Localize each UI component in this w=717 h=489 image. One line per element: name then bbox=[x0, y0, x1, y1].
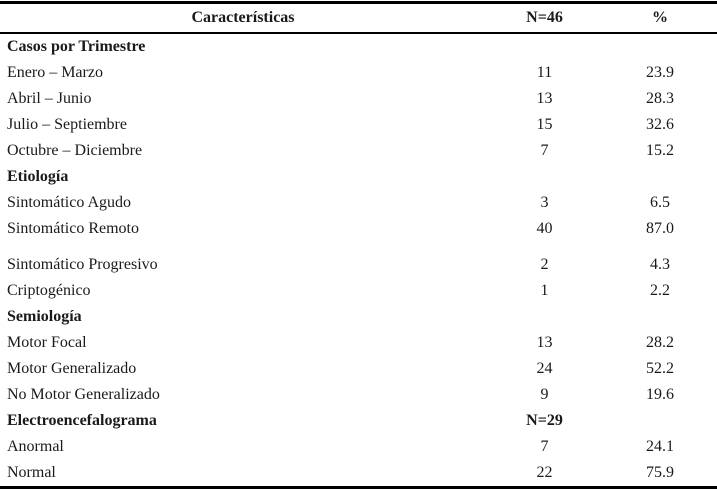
row-percent-value: 23.9 bbox=[646, 64, 674, 81]
row-percent-value: 2.2 bbox=[650, 282, 670, 299]
row-n-value bbox=[486, 33, 603, 60]
row-n-value bbox=[486, 304, 603, 330]
table-body: Casos por Trimestre Enero – Marzo 11 23.9 Ab… bbox=[0, 33, 717, 488]
table-row: Motor Generalizado 24 52.2 bbox=[0, 356, 717, 382]
row-n-value: 7 bbox=[540, 142, 549, 159]
row-n-value: N=29 bbox=[526, 412, 563, 429]
column-header-caracteristicas: Características bbox=[0, 2, 486, 34]
row-label: Octubre – Diciembre bbox=[7, 142, 143, 159]
row-n-value: 24 bbox=[536, 360, 553, 377]
section-row: Etiología bbox=[0, 164, 717, 190]
row-label: Casos por Trimestre bbox=[7, 38, 146, 55]
row-label: Electroencefalograma bbox=[7, 412, 157, 429]
table-row: Octubre – Diciembre 7 15.2 bbox=[0, 138, 717, 164]
row-label: Sintomático Progresivo bbox=[7, 256, 158, 273]
row-percent-value: 75.9 bbox=[646, 464, 674, 481]
row-n-value: 13 bbox=[536, 334, 553, 351]
row-n-value: 7 bbox=[540, 438, 549, 455]
row-label: Sintomático Agudo bbox=[7, 194, 131, 211]
row-percent-value: 52.2 bbox=[646, 360, 674, 377]
row-percent-value: 19.6 bbox=[646, 386, 674, 403]
row-percent-value bbox=[603, 33, 717, 60]
table-row: Sintomático Progresivo 2 4.3 bbox=[0, 242, 717, 278]
table-row: Sintomático Agudo 3 6.5 bbox=[0, 190, 717, 216]
row-n-value: 9 bbox=[540, 386, 549, 403]
row-percent-value: 28.2 bbox=[646, 334, 674, 351]
row-label: Anormal bbox=[7, 438, 64, 455]
column-header-percent: % bbox=[603, 2, 717, 34]
row-n-value bbox=[486, 164, 603, 190]
row-n-value: 22 bbox=[536, 464, 553, 481]
row-n-value: 15 bbox=[536, 116, 553, 133]
row-label: Normal bbox=[7, 464, 56, 481]
row-label: Julio – Septiembre bbox=[7, 116, 127, 133]
table-row: Sintomático Remoto 40 87.0 bbox=[0, 216, 717, 242]
row-percent-value: 4.3 bbox=[650, 256, 670, 273]
table-row: Enero – Marzo 11 23.9 bbox=[0, 60, 717, 86]
row-percent-value bbox=[603, 164, 717, 190]
row-label: Abril – Junio bbox=[7, 90, 92, 107]
row-label: Semiología bbox=[7, 308, 82, 325]
row-percent-value: 32.6 bbox=[646, 116, 674, 133]
row-percent-value: 15.2 bbox=[646, 142, 674, 159]
row-percent-value: 6.5 bbox=[650, 194, 670, 211]
table-row: No Motor Generalizado 9 19.6 bbox=[0, 382, 717, 408]
row-label: Enero – Marzo bbox=[7, 64, 103, 81]
table-row: Abril – Junio 13 28.3 bbox=[0, 86, 717, 112]
row-percent-value bbox=[603, 304, 717, 330]
section-row: Semiología bbox=[0, 304, 717, 330]
table-row: Julio – Septiembre 15 32.6 bbox=[0, 112, 717, 138]
row-n-value: 40 bbox=[536, 220, 553, 237]
section-row: Casos por Trimestre bbox=[0, 33, 717, 60]
row-label: Motor Focal bbox=[7, 334, 87, 351]
row-n-value: 2 bbox=[540, 256, 549, 273]
row-label: No Motor Generalizado bbox=[7, 386, 160, 403]
row-label: Etiología bbox=[7, 168, 69, 185]
row-percent-value: 24.1 bbox=[646, 438, 674, 455]
table-row: Criptogénico 1 2.2 bbox=[0, 278, 717, 304]
table-row: Motor Focal 13 28.2 bbox=[0, 330, 717, 356]
row-label: Criptogénico bbox=[7, 282, 91, 299]
row-n-value: 1 bbox=[540, 282, 549, 299]
table-row: Anormal 7 24.1 bbox=[0, 434, 717, 460]
row-percent-value: 87.0 bbox=[646, 220, 674, 237]
section-row: Electroencefalograma N=29 bbox=[0, 408, 717, 434]
table-row: Normal 22 75.9 bbox=[0, 460, 717, 488]
row-n-value: 11 bbox=[536, 64, 553, 81]
row-percent-value bbox=[603, 408, 717, 434]
table-header-row: Características N=46 % bbox=[0, 2, 717, 34]
row-label: Sintomático Remoto bbox=[7, 220, 139, 237]
row-n-value: 3 bbox=[540, 194, 549, 211]
row-percent-value: 28.3 bbox=[646, 90, 674, 107]
column-header-n: N=46 bbox=[486, 2, 603, 34]
row-label: Motor Generalizado bbox=[7, 360, 137, 377]
row-n-value: 13 bbox=[536, 90, 553, 107]
